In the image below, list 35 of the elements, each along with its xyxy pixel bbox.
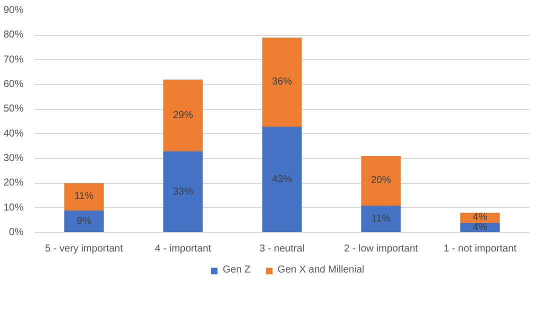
- legend-label: Gen X and Millenial: [278, 264, 364, 276]
- data-label: 29%: [172, 110, 194, 121]
- data-label: 33%: [172, 186, 194, 198]
- y-tick-label: 10%: [3, 202, 24, 214]
- data-label: 43%: [272, 174, 292, 185]
- bar: [262, 38, 302, 126]
- data-label: 4%: [472, 212, 488, 224]
- y-tick-label: 70%: [3, 54, 24, 66]
- bar: [163, 80, 203, 152]
- bar: [361, 156, 401, 206]
- legend-label: Gen Z: [222, 264, 251, 276]
- y-tick-label: 20%: [3, 178, 24, 189]
- y-tick-label: 0%: [9, 227, 24, 238]
- x-tick-label: 2 - low important: [344, 244, 418, 254]
- y-tick-label: 50%: [3, 104, 24, 115]
- bar: [262, 126, 302, 232]
- bar: [64, 210, 104, 232]
- y-tick-label: 60%: [3, 79, 24, 90]
- data-label: 11%: [74, 191, 94, 202]
- bar: [163, 151, 203, 232]
- data-label: 4%: [472, 222, 488, 234]
- data-label: 36%: [272, 76, 292, 88]
- x-tick-label: 3 - neutral: [259, 244, 305, 254]
- x-tick-label: 1 - not important: [444, 244, 517, 254]
- y-tick-label: 90%: [3, 5, 24, 16]
- bar: [64, 183, 104, 210]
- x-tick-label: 5 - very important: [45, 244, 124, 254]
- data-label: 20%: [370, 175, 392, 186]
- x-tick-label: 4 - important: [154, 244, 212, 254]
- y-tick-label: 30%: [3, 153, 24, 164]
- y-tick-label: 40%: [3, 128, 24, 140]
- data-label: 9%: [76, 216, 92, 227]
- bar: [361, 205, 401, 232]
- y-tick-label: 80%: [3, 30, 24, 41]
- data-label: 11%: [371, 213, 391, 224]
